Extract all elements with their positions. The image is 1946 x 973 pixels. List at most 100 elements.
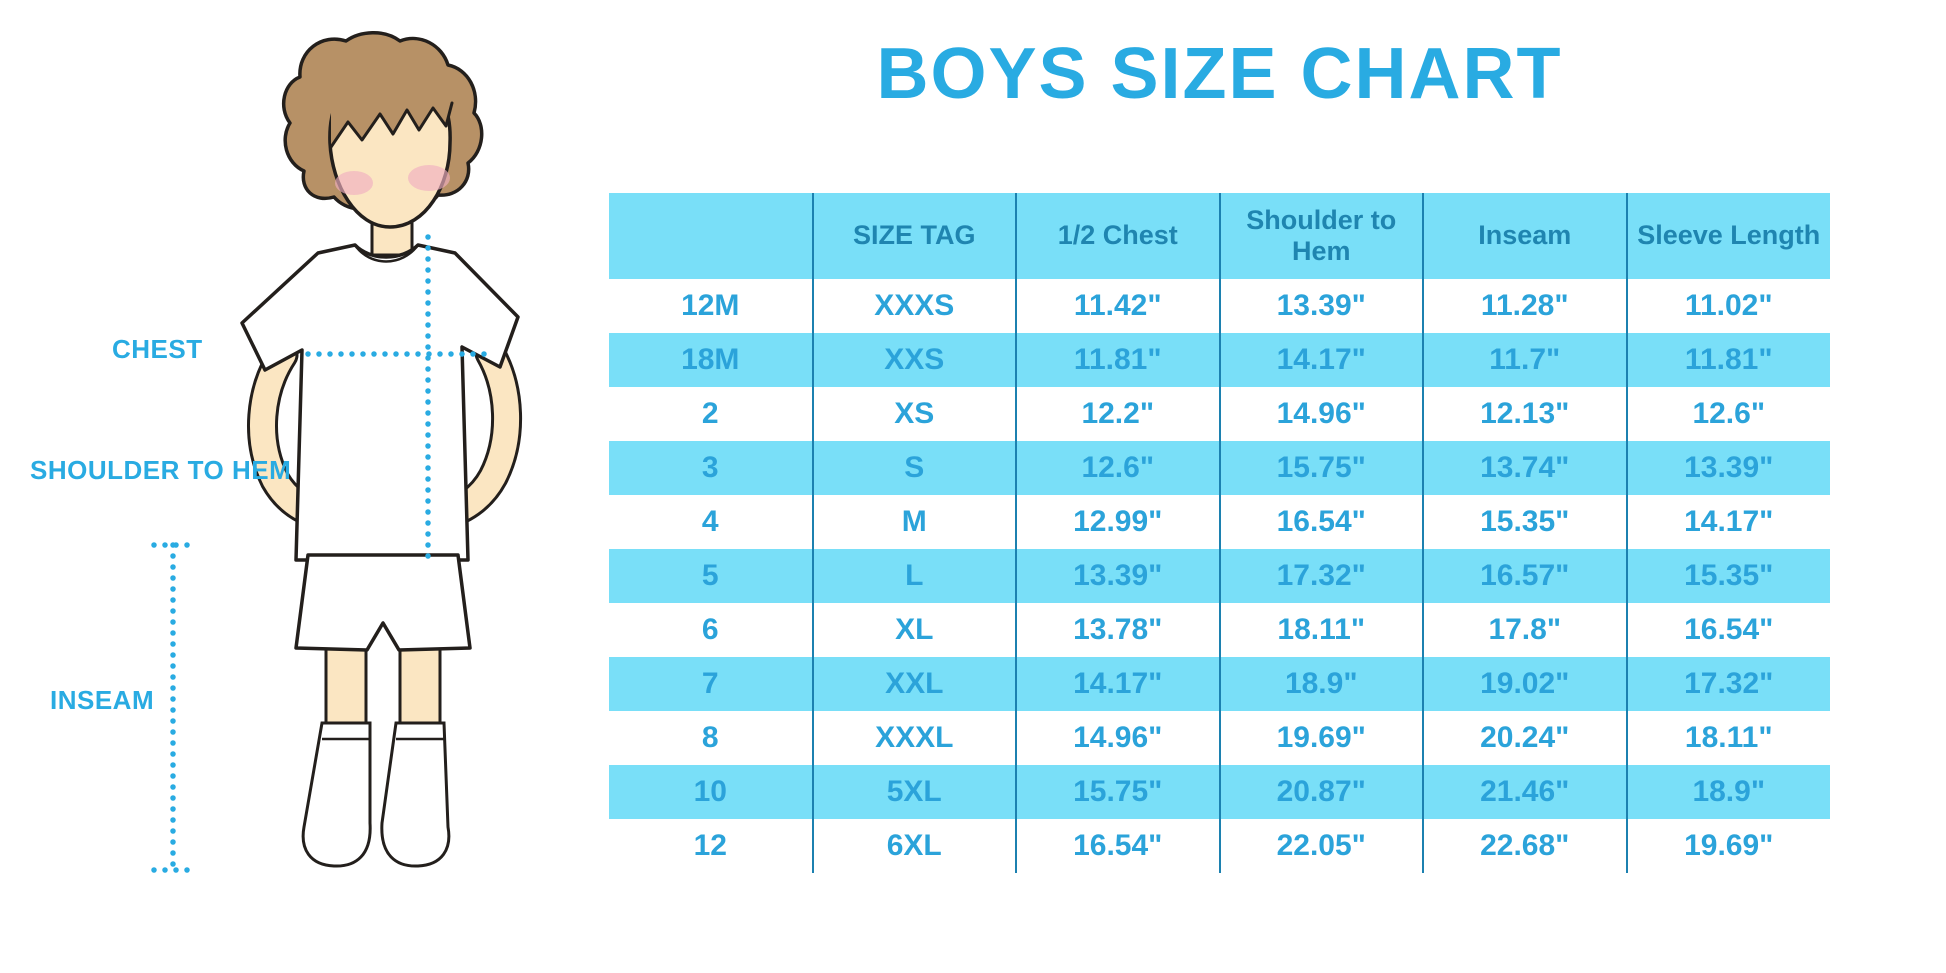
- hair-fringe: [331, 69, 452, 147]
- shorts: [294, 553, 472, 652]
- hairline: [329, 101, 454, 149]
- measurement-cell: 17.8": [1422, 603, 1627, 657]
- size-cell: 8: [609, 711, 813, 765]
- blush-left: [335, 171, 373, 195]
- measurement-cell: 22.68": [1422, 819, 1627, 873]
- measurement-cell: XL: [811, 603, 1016, 657]
- measurement-cell: 14.17": [1015, 657, 1220, 711]
- measurement-cell: 11.81": [1625, 333, 1830, 387]
- table-row: 12M XXXS 11.42" 13.39" 11.28" 11.02": [609, 279, 1830, 333]
- measurement-cell: 12.13": [1422, 387, 1627, 441]
- size-cell: 3: [609, 441, 813, 495]
- measurement-cell: 15.75": [1218, 441, 1423, 495]
- measurement-cell: 11.42": [1015, 279, 1220, 333]
- column-header: SIZE TAG: [811, 193, 1016, 279]
- measurement-cell: 5XL: [811, 765, 1016, 819]
- left-sock: [301, 721, 372, 868]
- table-row: 7 XXL 14.17" 18.9" 19.02" 17.32": [609, 657, 1830, 711]
- measurement-cell: XXXL: [811, 711, 1016, 765]
- measurement-cell: 11.28": [1422, 279, 1627, 333]
- size-cell: 5: [609, 549, 813, 603]
- measurement-cell: 18.9": [1218, 657, 1423, 711]
- measurement-cell: 13.39": [1015, 549, 1220, 603]
- measurement-cell: 20.87": [1218, 765, 1423, 819]
- collar-line: [353, 244, 420, 263]
- table-row: 18M XXS 11.81" 14.17" 11.7" 11.81": [609, 333, 1830, 387]
- measurement-cell: XXS: [811, 333, 1016, 387]
- page-title: BOYS SIZE CHART: [876, 34, 1563, 114]
- measurement-cell: 22.05": [1218, 819, 1423, 873]
- measurement-cell: 17.32": [1625, 657, 1830, 711]
- table-row: 4 M 12.99" 16.54" 15.35" 14.17": [609, 495, 1830, 549]
- inseam-label: INSEAM: [50, 685, 155, 715]
- measurement-cell: 16.57": [1422, 549, 1627, 603]
- column-header: Shoulder to Hem: [1218, 193, 1423, 279]
- measurement-cell: 14.17": [1218, 333, 1423, 387]
- size-cell: 6: [609, 603, 813, 657]
- chest-label: CHEST: [112, 334, 203, 364]
- measurement-cell: 15.35": [1422, 495, 1627, 549]
- measurement-cell: 12.2": [1015, 387, 1220, 441]
- measurement-cell: 13.78": [1015, 603, 1220, 657]
- measurement-cell: 15.35": [1625, 549, 1830, 603]
- table-row: 8 XXXL 14.96" 19.69" 20.24" 18.11": [609, 711, 1830, 765]
- blush-right: [408, 165, 450, 191]
- measurement-cell: 19.69": [1625, 819, 1830, 873]
- boy-illustration: [151, 31, 522, 873]
- size-table-body: 12M XXXS 11.42" 13.39" 11.28" 11.02" 18M XXS 11.…: [609, 279, 1830, 873]
- measurement-cell: XXXS: [811, 279, 1016, 333]
- measurement-cell: S: [811, 441, 1016, 495]
- column-header: 1/2 Chest: [1015, 193, 1220, 279]
- right-sock: [380, 721, 451, 868]
- column-header: [609, 193, 813, 279]
- size-cell: 12M: [609, 279, 813, 333]
- size-cell: 10: [609, 765, 813, 819]
- measurement-cell: 18.11": [1625, 711, 1830, 765]
- size-cell: 7: [609, 657, 813, 711]
- size-cell: 18M: [609, 333, 813, 387]
- table-row: 12 6XL 16.54" 22.05" 22.68" 19.69": [609, 819, 1830, 873]
- measurement-cell: 11.02": [1625, 279, 1830, 333]
- column-header: Inseam: [1422, 193, 1627, 279]
- table-row: 6 XL 13.78" 18.11" 17.8" 16.54": [609, 603, 1830, 657]
- table-row: 3 S 12.6" 15.75" 13.74" 13.39": [609, 441, 1830, 495]
- measurement-cell: 18.11": [1218, 603, 1423, 657]
- measurement-cell: 14.17": [1625, 495, 1830, 549]
- measurement-cell: 11.81": [1015, 333, 1220, 387]
- measurement-cell: 6XL: [811, 819, 1016, 873]
- size-cell: 12: [609, 819, 813, 873]
- measurement-cell: 16.54": [1015, 819, 1220, 873]
- measurement-cell: L: [811, 549, 1016, 603]
- column-header: Sleeve Length: [1625, 193, 1830, 279]
- measurement-cell: 13.39": [1218, 279, 1423, 333]
- measurement-cell: 14.96": [1015, 711, 1220, 765]
- measurement-cell: 16.54": [1218, 495, 1423, 549]
- size-table-head: SIZE TAG 1/2 Chest Shoulder to Hem Inseam Sl…: [609, 193, 1830, 279]
- measurement-cell: 12.99": [1015, 495, 1220, 549]
- size-cell: 2: [609, 387, 813, 441]
- measurement-cell: XS: [811, 387, 1016, 441]
- measurement-cell: 13.74": [1422, 441, 1627, 495]
- measurement-cell: 14.96": [1218, 387, 1423, 441]
- left-leg: [324, 633, 368, 737]
- measurement-cell: XXL: [811, 657, 1016, 711]
- size-cell: 4: [609, 495, 813, 549]
- shoulder-to-hem-label: SHOULDER TO HEM: [30, 455, 292, 485]
- measurement-cell: 13.39": [1625, 441, 1830, 495]
- measurement-cell: 15.75": [1015, 765, 1220, 819]
- measurement-cell: M: [811, 495, 1016, 549]
- table-row: 5 L 13.39" 17.32" 16.57" 15.35": [609, 549, 1830, 603]
- table-row: 10 5XL 15.75" 20.87" 21.46" 18.9": [609, 765, 1830, 819]
- header-row: SIZE TAG 1/2 Chest Shoulder to Hem Inseam Sl…: [609, 193, 1830, 279]
- measurement-cell: 12.6": [1015, 441, 1220, 495]
- measurement-cell: 21.46": [1422, 765, 1627, 819]
- measurement-cell: 16.54": [1625, 603, 1830, 657]
- measurement-cell: 20.24": [1422, 711, 1627, 765]
- measurement-cell: 11.7": [1422, 333, 1627, 387]
- measurement-cell: 19.69": [1218, 711, 1423, 765]
- measurement-cell: 12.6": [1625, 387, 1830, 441]
- size-table: SIZE TAG 1/2 Chest Shoulder to Hem Inseam Sl…: [609, 193, 1830, 873]
- table-row: 2 XS 12.2" 14.96" 12.13" 12.6": [609, 387, 1830, 441]
- measurement-cell: 18.9": [1625, 765, 1830, 819]
